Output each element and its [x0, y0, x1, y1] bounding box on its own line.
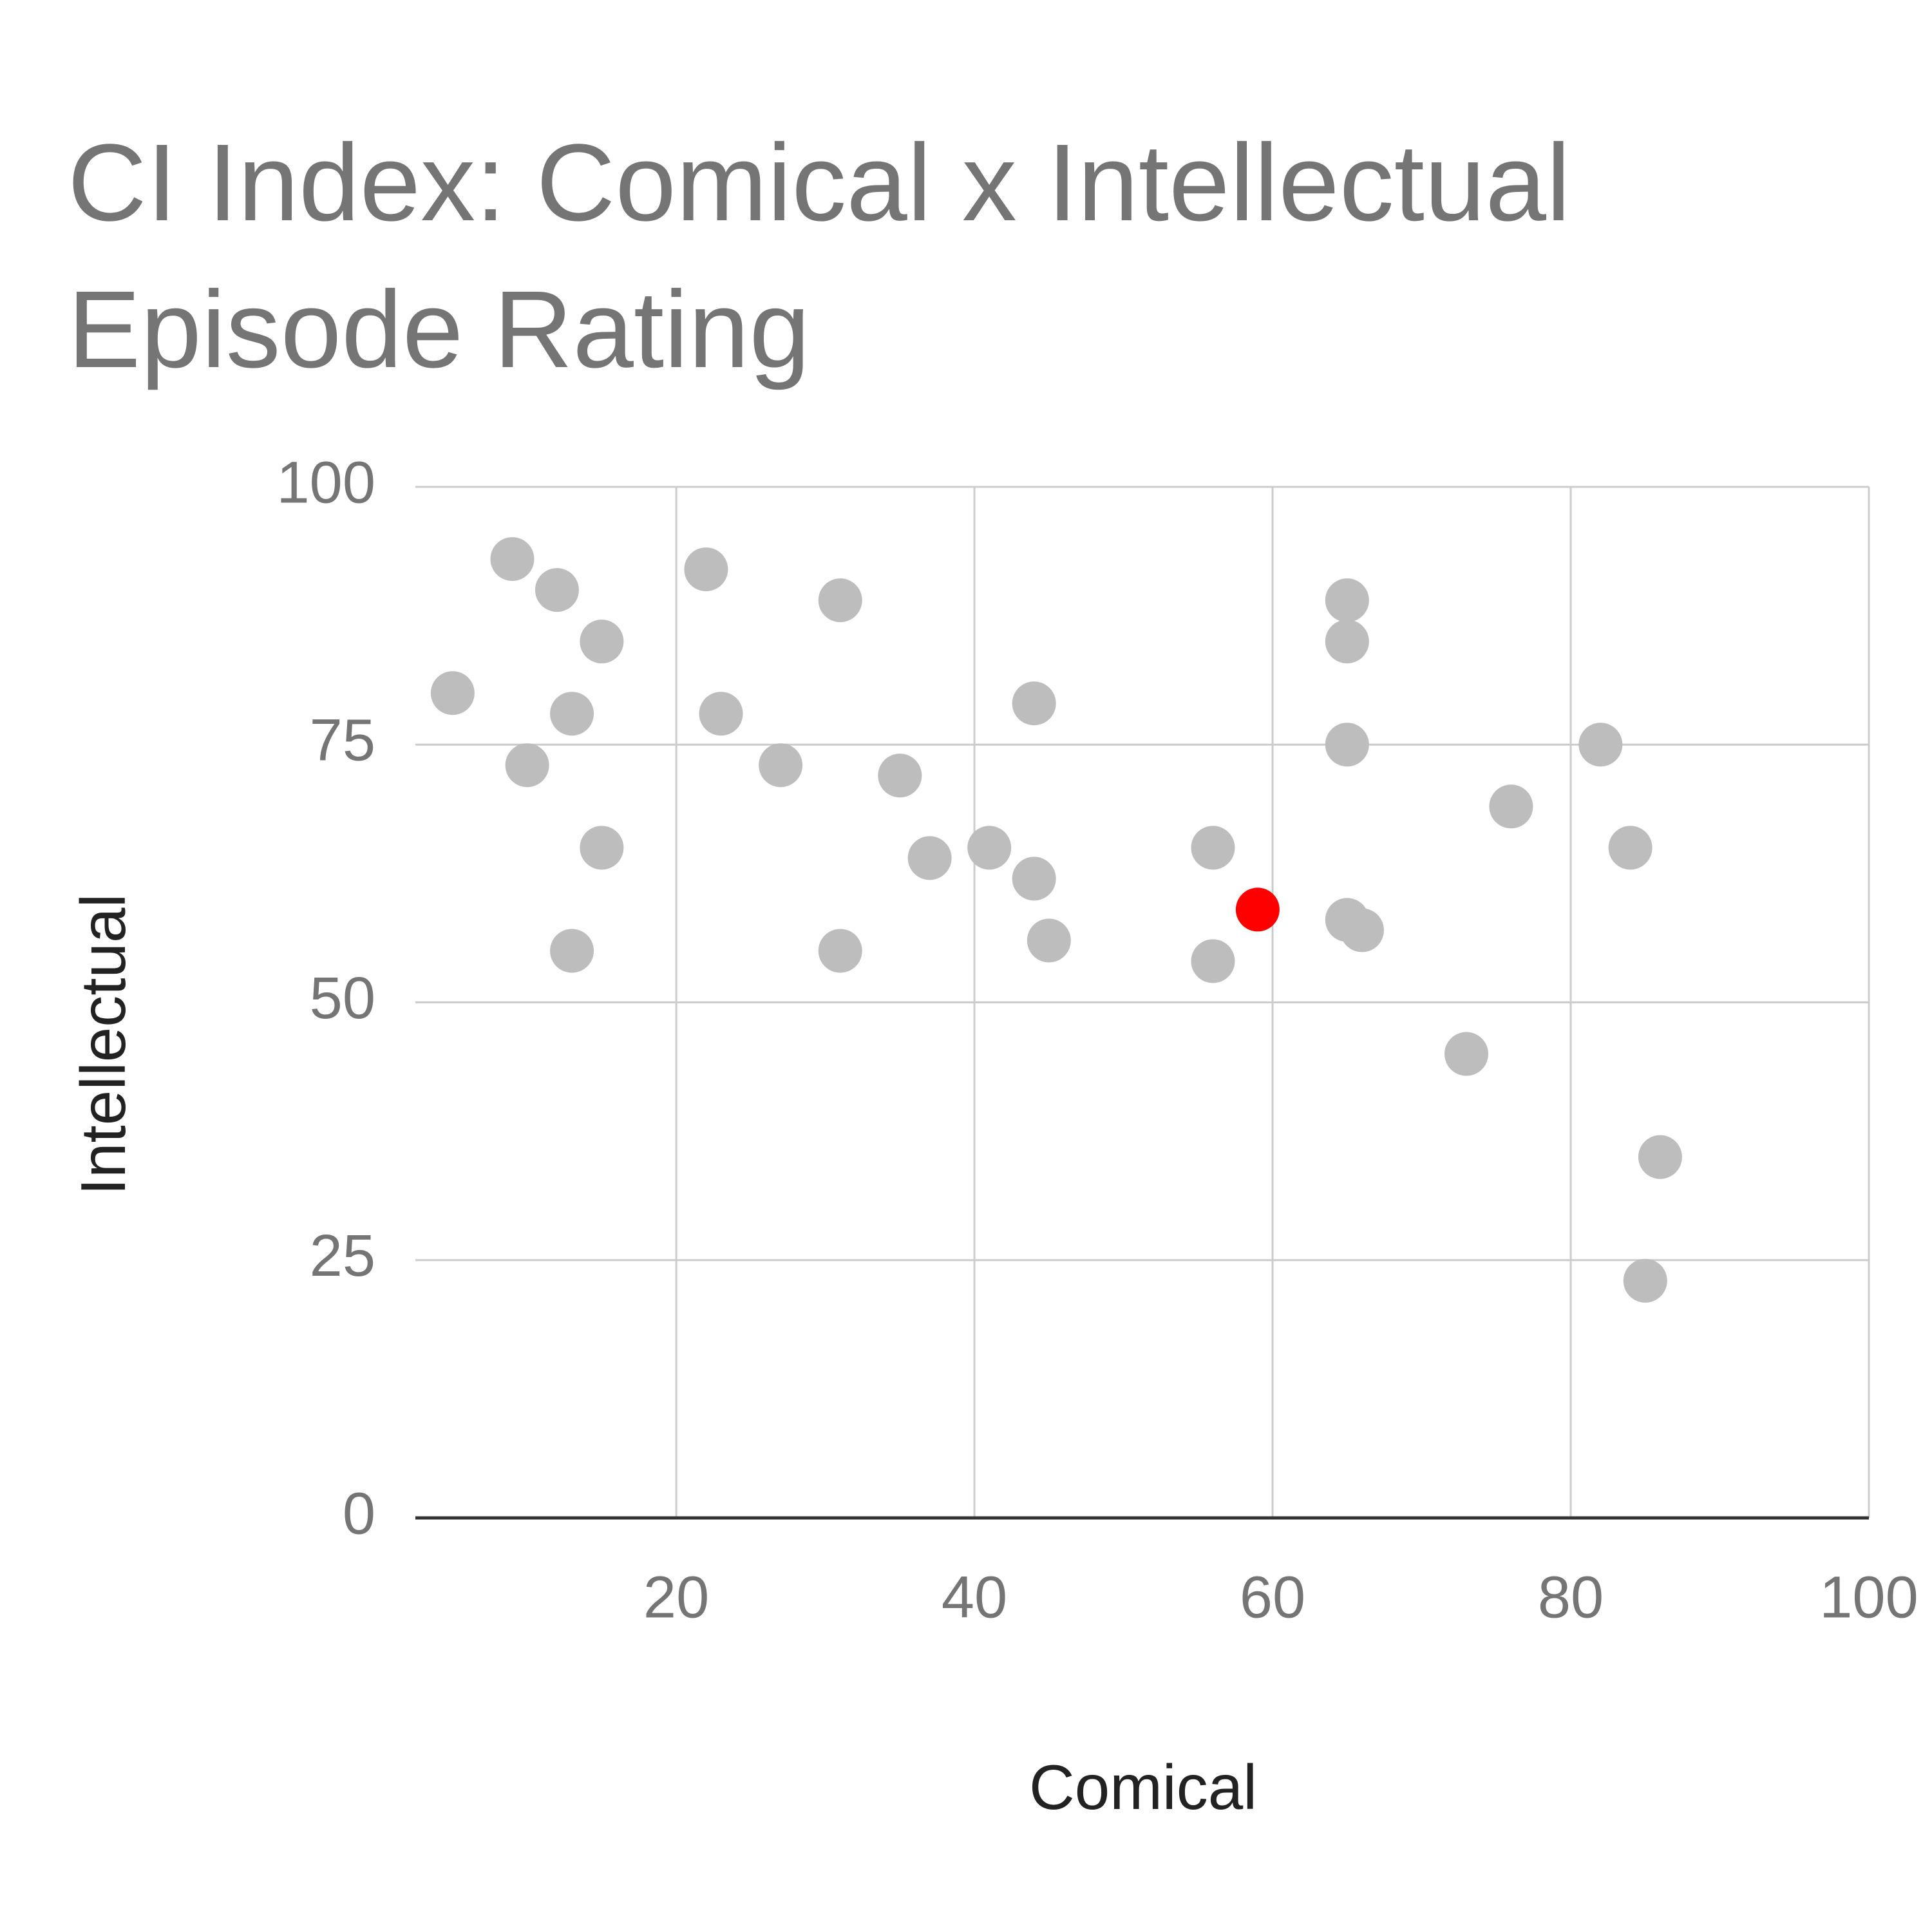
data-point — [1235, 887, 1280, 932]
x-tick-label: 40 — [942, 1564, 1007, 1630]
data-point — [1027, 918, 1071, 963]
data-point — [818, 929, 862, 973]
y-tick-label: 0 — [343, 1481, 375, 1546]
data-point — [907, 836, 952, 880]
data-point — [684, 547, 728, 592]
data-point — [505, 743, 549, 788]
data-point — [550, 692, 594, 736]
y-axis-title: Intellectual — [68, 894, 138, 1196]
data-point — [535, 568, 579, 612]
y-tick-label: 100 — [277, 450, 376, 515]
y-tick-label: 75 — [310, 708, 375, 773]
x-tick-label: 80 — [1538, 1564, 1604, 1630]
x-axis-title: Comical — [1029, 1752, 1257, 1823]
data-point — [1012, 681, 1056, 726]
data-point — [967, 826, 1012, 870]
data-point — [1608, 826, 1653, 870]
y-tick-label: 50 — [310, 965, 375, 1031]
data-point — [1191, 826, 1235, 870]
data-point — [1012, 857, 1056, 901]
data-point — [550, 929, 594, 973]
x-tick-label: 100 — [1819, 1564, 1918, 1630]
data-point — [580, 826, 624, 870]
data-point — [1325, 620, 1369, 664]
data-point — [1444, 1032, 1488, 1076]
data-point — [878, 753, 922, 798]
data-point — [490, 537, 535, 582]
data-point — [430, 671, 475, 715]
data-point — [1489, 784, 1533, 829]
data-point — [759, 743, 803, 788]
x-tick-label: 60 — [1240, 1564, 1305, 1630]
data-point — [1191, 939, 1235, 983]
x-tick-label: 20 — [643, 1564, 709, 1630]
data-point — [1638, 1135, 1682, 1179]
y-tick-label: 25 — [310, 1223, 375, 1289]
data-point — [1340, 908, 1384, 952]
data-point — [818, 578, 862, 623]
data-point — [1325, 578, 1369, 623]
data-point — [1325, 723, 1369, 767]
data-point — [580, 620, 624, 664]
data-point — [699, 692, 743, 736]
chart-title: CI Index: Comical x Intellectual Episode… — [68, 122, 1571, 391]
data-point — [1578, 723, 1623, 767]
data-point — [1623, 1258, 1667, 1303]
